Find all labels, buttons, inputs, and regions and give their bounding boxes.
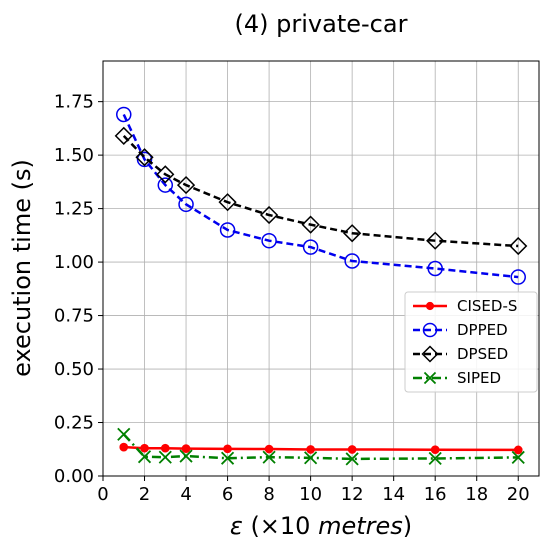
y-tick-label: 1.75 xyxy=(54,92,94,113)
data-point xyxy=(306,445,315,454)
plot-series xyxy=(114,106,528,466)
data-point xyxy=(513,445,523,455)
series-dpsed xyxy=(114,126,528,256)
data-point xyxy=(220,451,235,465)
data-point xyxy=(427,260,443,277)
x-tick-label: 16 xyxy=(424,484,447,505)
data-point xyxy=(176,175,196,195)
chart-title: (4) private-car xyxy=(235,10,408,38)
x-axis-close: ) xyxy=(403,512,412,540)
data-point xyxy=(428,451,442,466)
data-point xyxy=(114,126,133,145)
y-tick-label: 0.50 xyxy=(54,359,94,380)
y-tick-label: 0.00 xyxy=(54,466,94,487)
legend-entry: CISED-S xyxy=(413,297,517,315)
data-point xyxy=(511,450,525,464)
grid xyxy=(102,61,539,477)
data-point xyxy=(426,231,445,250)
data-point xyxy=(347,445,357,454)
y-tick-label: 1.50 xyxy=(54,145,94,166)
data-point xyxy=(264,444,274,454)
data-point xyxy=(156,165,175,184)
data-point xyxy=(119,442,129,452)
plot-frame xyxy=(102,60,540,477)
legend-entry: SIPED xyxy=(413,369,501,387)
data-point xyxy=(178,196,194,213)
x-tick-label: 8 xyxy=(263,484,274,505)
legend-label: SIPED xyxy=(457,369,501,387)
series-line xyxy=(122,135,519,248)
x-axis-title: ε (×10 metres) xyxy=(230,512,412,540)
data-point xyxy=(181,444,191,453)
data-point xyxy=(140,443,149,453)
legend-entry: DPSED xyxy=(413,345,508,363)
series-line xyxy=(122,433,519,461)
legend-label: DPSED xyxy=(457,345,508,363)
data-point xyxy=(179,449,193,463)
data-point xyxy=(302,239,319,255)
data-point xyxy=(343,224,362,243)
data-point xyxy=(135,148,154,167)
data-point xyxy=(137,450,152,464)
y-tick-label: 1.00 xyxy=(54,252,94,273)
x-tick-label: 4 xyxy=(180,484,191,505)
series-line xyxy=(123,445,519,452)
data-point xyxy=(261,232,277,249)
data-point xyxy=(344,253,360,269)
data-point xyxy=(158,450,172,464)
data-point xyxy=(223,444,232,454)
x-axis-unit: metres xyxy=(318,512,403,540)
x-tick-label: 14 xyxy=(382,484,405,505)
y-tick-label: 1.25 xyxy=(54,199,94,220)
x-tick-label: 20 xyxy=(507,484,530,505)
data-point xyxy=(422,322,438,338)
data-point xyxy=(160,443,170,453)
legend-label: CISED-S xyxy=(457,297,517,315)
data-point xyxy=(304,451,318,465)
data-point xyxy=(262,450,276,464)
x-tick-label: 10 xyxy=(299,484,322,505)
data-point xyxy=(116,106,132,123)
series-siped xyxy=(117,427,525,466)
series-dpped xyxy=(116,106,526,285)
data-point xyxy=(157,177,174,193)
series-line xyxy=(122,113,519,279)
data-point xyxy=(117,427,131,441)
data-point xyxy=(421,345,439,363)
x-axis-open: (×10 xyxy=(243,512,318,540)
data-point xyxy=(219,222,236,238)
data-point xyxy=(136,151,153,168)
data-point xyxy=(218,193,237,212)
series-cised-s xyxy=(119,442,523,455)
legend-box xyxy=(404,291,538,393)
legend-label: DPPED xyxy=(457,321,508,339)
legend-entry: DPPED xyxy=(413,321,508,339)
y-tick-label: 0.25 xyxy=(54,413,94,434)
y-axis-title: execution time (s) xyxy=(8,159,36,377)
x-tick-label: 0 xyxy=(97,484,108,505)
data-point xyxy=(430,445,440,455)
data-point xyxy=(423,371,437,385)
x-tick-label: 12 xyxy=(341,484,364,505)
data-point xyxy=(259,205,279,225)
data-point xyxy=(345,452,359,466)
x-tick-label: 2 xyxy=(139,484,150,505)
data-point xyxy=(509,236,528,256)
x-tick-label: 6 xyxy=(222,484,233,505)
x-axis-symbol: ε xyxy=(230,512,243,540)
legend: CISED-S DPPED DPSED SIPED xyxy=(404,291,538,393)
y-tick-label: 0.75 xyxy=(54,306,94,327)
data-point xyxy=(510,269,526,285)
data-point xyxy=(301,215,320,234)
data-point xyxy=(425,301,435,311)
axis-ticks: 0 2 4 6 8 10 12 14 16 18 20 0.00 0.25 0.50 0.75 1.00 1.2… xyxy=(54,92,530,505)
x-tick-label: 18 xyxy=(465,484,488,505)
